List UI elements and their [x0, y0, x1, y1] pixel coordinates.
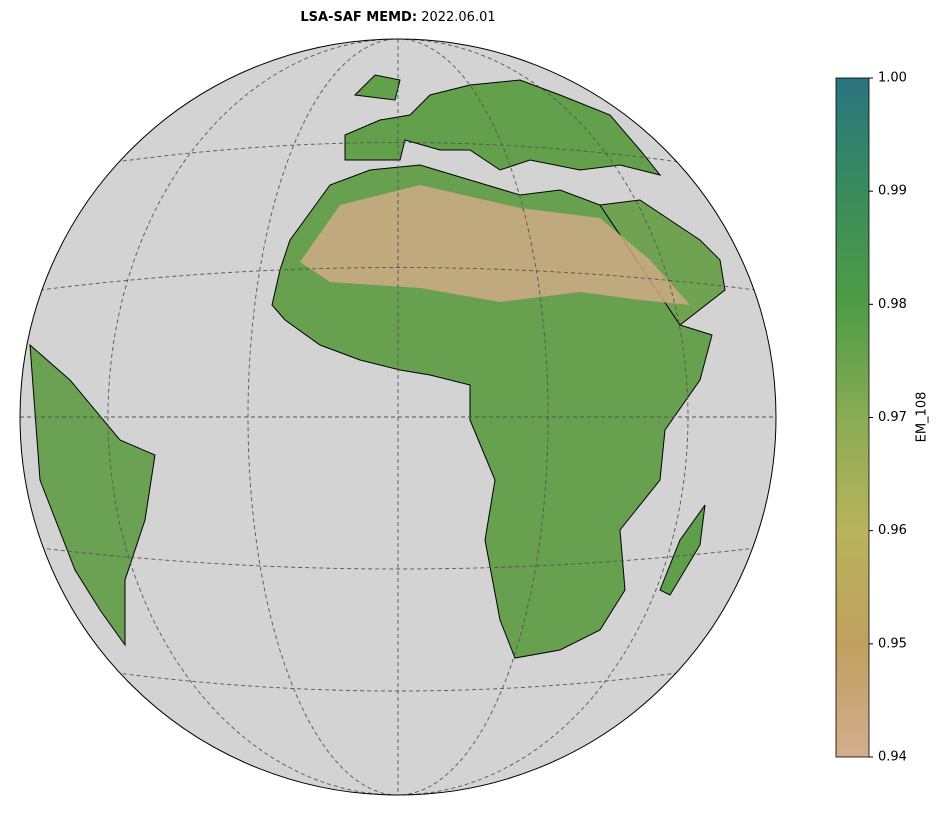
britain [353, 74, 401, 101]
graticule [20, 39, 776, 795]
title: LSA-SAF MEMD: 2022.06.01 [300, 10, 495, 25]
colorbar-label: EM_108 [915, 392, 930, 443]
colorbar-tick-label: 0.94 [878, 750, 907, 765]
madagascar [659, 504, 706, 596]
title-bold: LSA-SAF MEMD: [300, 10, 417, 25]
sahara [300, 185, 690, 305]
globe-outline [19, 38, 777, 796]
colorbar-tick-label: 0.96 [878, 523, 907, 538]
land [20, 39, 776, 795]
colorbar-tick-label: 0.98 [878, 297, 907, 312]
title-date: 2022.06.01 [421, 10, 495, 25]
colorbar-tick-label: 0.97 [878, 410, 907, 425]
colorbar-tick-label: 0.99 [878, 184, 907, 199]
colorbar-tick-label: 0.95 [878, 636, 907, 651]
colorbar [835, 77, 870, 758]
south-america [29, 343, 156, 647]
europe [344, 79, 662, 176]
colorbar-tick-label: 1.00 [878, 71, 907, 86]
